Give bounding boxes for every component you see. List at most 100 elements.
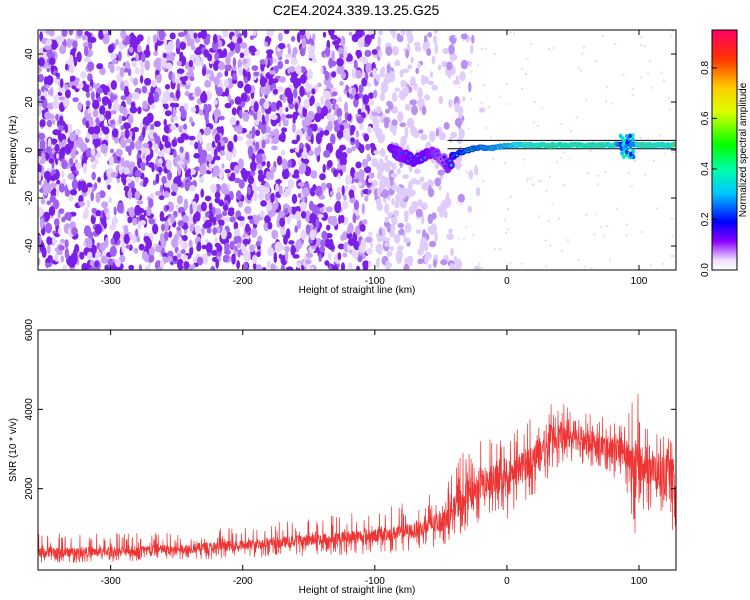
heatmap-cell (458, 86, 461, 89)
heatmap-cell (438, 185, 442, 191)
heatmap-cell (340, 214, 345, 224)
heatmap-cell (381, 227, 386, 238)
heatmap-cell (120, 136, 125, 148)
heatmap-cell (110, 109, 115, 115)
heatmap-cell (255, 264, 263, 270)
heatmap-cell (406, 30, 412, 38)
heatmap-cell (368, 92, 374, 99)
heatmap-cell (489, 135, 492, 138)
heatmap-cell (152, 223, 159, 235)
heatmap-cell (256, 251, 261, 258)
heatmap-cell (278, 185, 283, 196)
heatmap-cell (434, 162, 440, 169)
heatmap-cell (461, 164, 463, 167)
heatmap-cell (194, 141, 199, 150)
heatmap-cell (132, 217, 138, 226)
heatmap-cell (129, 233, 133, 238)
heatmap-cell (381, 189, 389, 199)
heatmap-cell (48, 152, 53, 161)
heatmap-cell (155, 173, 160, 184)
heatmap-cell (62, 98, 70, 107)
heatmap-cell (98, 30, 105, 40)
heatmap-cell (212, 206, 216, 215)
heatmap-cell (454, 118, 463, 127)
heatmap-cell (155, 244, 162, 253)
heatmap-cell (105, 237, 109, 248)
heatmap-cell (189, 116, 194, 124)
heatmap-cell (347, 113, 352, 122)
heatmap-cell (38, 207, 44, 217)
track-cell (630, 137, 635, 143)
heatmap-cell (348, 238, 356, 246)
heatmap-cell (177, 220, 185, 227)
heatmap-cell (155, 69, 160, 76)
heatmap-cell (40, 197, 46, 205)
heatmap-cell (383, 237, 391, 242)
heatmap-cell (389, 177, 394, 187)
y-tick-label: 6000 (24, 318, 35, 341)
heatmap-cell (373, 114, 378, 124)
heatmap-cell (216, 72, 223, 79)
heatmap-cell (650, 86, 653, 89)
heatmap-cell (560, 123, 563, 126)
heatmap-cell (87, 126, 95, 135)
heatmap-cell (265, 112, 269, 124)
heatmap-cell (264, 191, 271, 202)
heatmap-cell (56, 35, 62, 45)
heatmap-cell (253, 101, 259, 113)
heatmap-cell (385, 78, 392, 84)
heatmap-cell (397, 111, 404, 123)
heatmap-cell (158, 157, 163, 164)
heatmap-cell (163, 191, 170, 198)
heatmap-cell (249, 219, 255, 224)
heatmap-cell (237, 67, 243, 76)
heatmap-cell (300, 211, 307, 219)
heatmap-cell (140, 53, 146, 62)
heatmap-cell (85, 100, 91, 107)
heatmap-cell (138, 264, 142, 270)
heatmap-cell (298, 165, 305, 175)
track-core-cell (399, 151, 403, 155)
heatmap-cell (304, 81, 310, 93)
x-tick-label: -100 (365, 276, 385, 287)
heatmap-cell (75, 162, 83, 170)
heatmap-cell (348, 262, 353, 269)
heatmap-cell (336, 64, 345, 75)
heatmap-cell (163, 231, 169, 242)
heatmap-cell (243, 30, 248, 39)
heatmap-cell (78, 195, 84, 204)
heatmap-cell (214, 148, 218, 159)
heatmap-cell (79, 251, 85, 260)
heatmap-cell (41, 30, 46, 33)
heatmap-cell (305, 224, 311, 235)
heatmap-cell (287, 178, 295, 190)
heatmap-cell (275, 183, 279, 194)
heatmap-cell (278, 32, 283, 42)
heatmap-cell (58, 183, 65, 193)
heatmap-cell (231, 35, 238, 43)
heatmap-cell (38, 257, 41, 267)
heatmap-cell (232, 65, 237, 72)
heatmap-cell (299, 30, 306, 36)
heatmap-cell (46, 119, 53, 128)
heatmap-cell (401, 68, 410, 74)
heatmap-cell (153, 91, 159, 103)
heatmap-cell (44, 44, 52, 51)
heatmap-cell (506, 82, 508, 85)
heatmap-cell (236, 37, 243, 44)
heatmap-cell (218, 51, 226, 59)
heatmap-cell (110, 44, 114, 51)
heatmap-cell (364, 195, 369, 202)
heatmap-cell (260, 86, 264, 96)
heatmap-cell (377, 35, 382, 47)
heatmap-cell (266, 161, 271, 169)
heatmap-cell (264, 84, 271, 96)
heatmap-cell (341, 262, 345, 270)
heatmap-cell (596, 183, 599, 186)
heatmap-cell (62, 264, 67, 270)
heatmap-cell (462, 39, 465, 42)
heatmap-cell (609, 258, 611, 261)
heatmap-cell (125, 244, 131, 249)
heatmap-cell (153, 143, 159, 154)
heatmap-cell (238, 59, 243, 68)
